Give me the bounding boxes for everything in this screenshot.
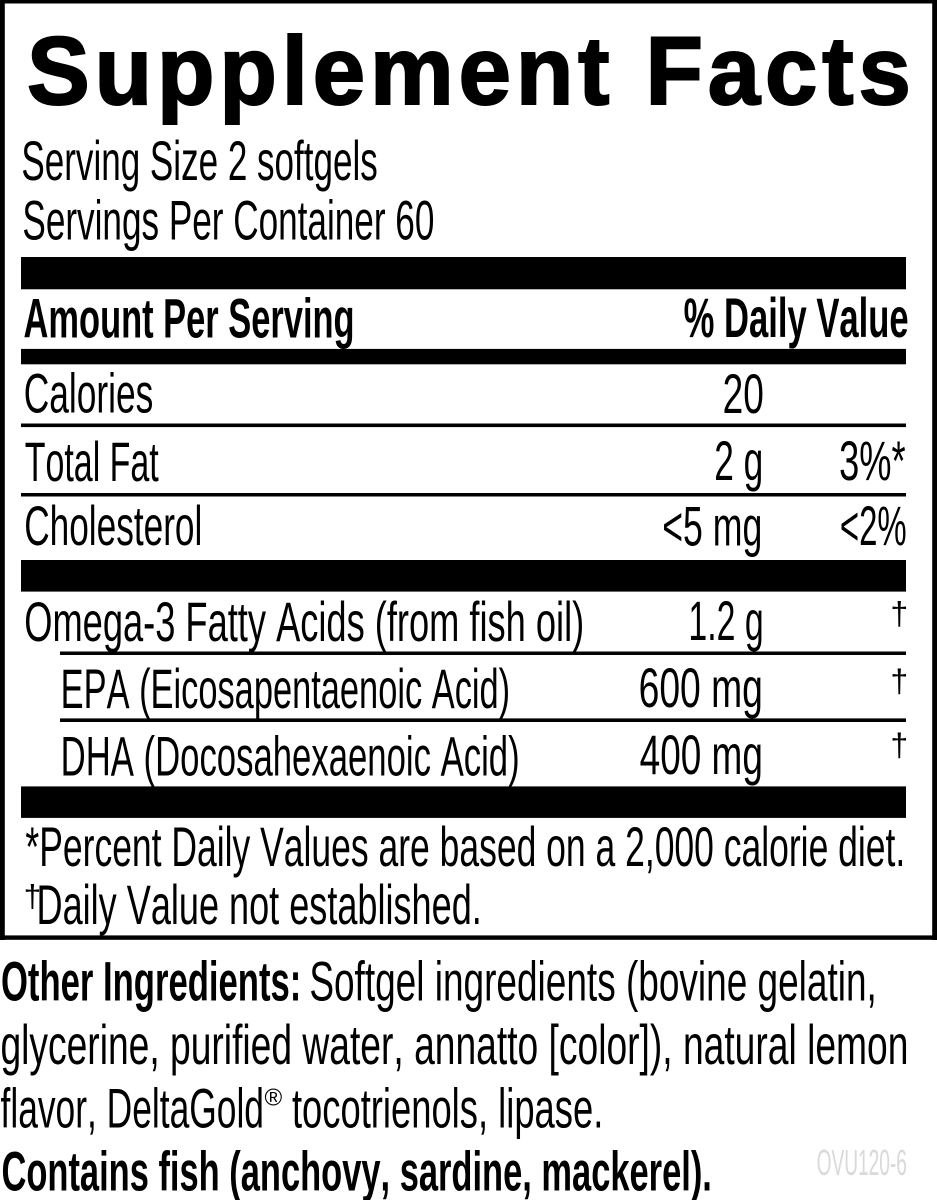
svg-text:400 mg: 400 mg [640, 723, 763, 786]
svg-text:Servings Per Container 60: Servings Per Container 60 [22, 189, 434, 252]
svg-text:600 mg: 600 mg [639, 656, 763, 719]
svg-text:Amount Per Serving: Amount Per Serving [24, 286, 355, 349]
svg-text:3%*: 3%* [839, 429, 905, 492]
svg-text:†: † [24, 878, 42, 914]
svg-text:†: † [890, 663, 908, 699]
svg-text:2 g: 2 g [714, 429, 763, 492]
svg-text:Omega-3 Fatty Acids (from fish: Omega-3 Fatty Acids (from fish oil) [24, 590, 584, 653]
svg-text:Supplement Facts: Supplement Facts [27, 18, 916, 125]
svg-text:DHA (Docosahexaenoic Acid): DHA (Docosahexaenoic Acid) [61, 725, 520, 788]
svg-text:Serving Size 2 softgels: Serving Size 2 softgels [21, 129, 377, 192]
svg-text:Softgel ingredients (bovine ge: Softgel ingredients (bovine gelatin, [309, 949, 877, 1012]
svg-text:tocotrienols, lipase.: tocotrienols, lipase. [292, 1077, 603, 1140]
svg-text:<2%: <2% [840, 494, 907, 557]
svg-text:glycerine, purified water, ann: glycerine, purified water, annatto [colo… [0, 1013, 908, 1076]
svg-text:OVU120-6: OVU120-6 [817, 1142, 907, 1183]
svg-text:*Percent Daily Values are base: *Percent Daily Values are based on a 2,0… [25, 815, 905, 878]
svg-text:†: † [890, 727, 908, 763]
svg-text:Total Fat: Total Fat [25, 430, 159, 493]
svg-text:Contains fish (anchovy, sardin: Contains fish (anchovy, sardine, mackere… [1, 1140, 711, 1200]
svg-text:†: † [890, 596, 908, 632]
svg-text:Cholesterol: Cholesterol [24, 494, 202, 557]
svg-text:<5 mg: <5 mg [662, 494, 762, 557]
svg-text:Daily Value not established.: Daily Value not established. [37, 873, 482, 936]
svg-text:20: 20 [723, 362, 764, 425]
svg-text:Calories: Calories [24, 361, 154, 424]
svg-text:flavor, DeltaGold: flavor, DeltaGold [1, 1077, 264, 1140]
svg-text:EPA (Eicosapentaenoic Acid): EPA (Eicosapentaenoic Acid) [61, 657, 510, 720]
svg-text:% Daily Value: % Daily Value [684, 286, 909, 349]
svg-text:®: ® [265, 1084, 283, 1111]
svg-text:1.2 g: 1.2 g [688, 589, 763, 652]
svg-text:Other Ingredients:: Other Ingredients: [1, 950, 301, 1013]
